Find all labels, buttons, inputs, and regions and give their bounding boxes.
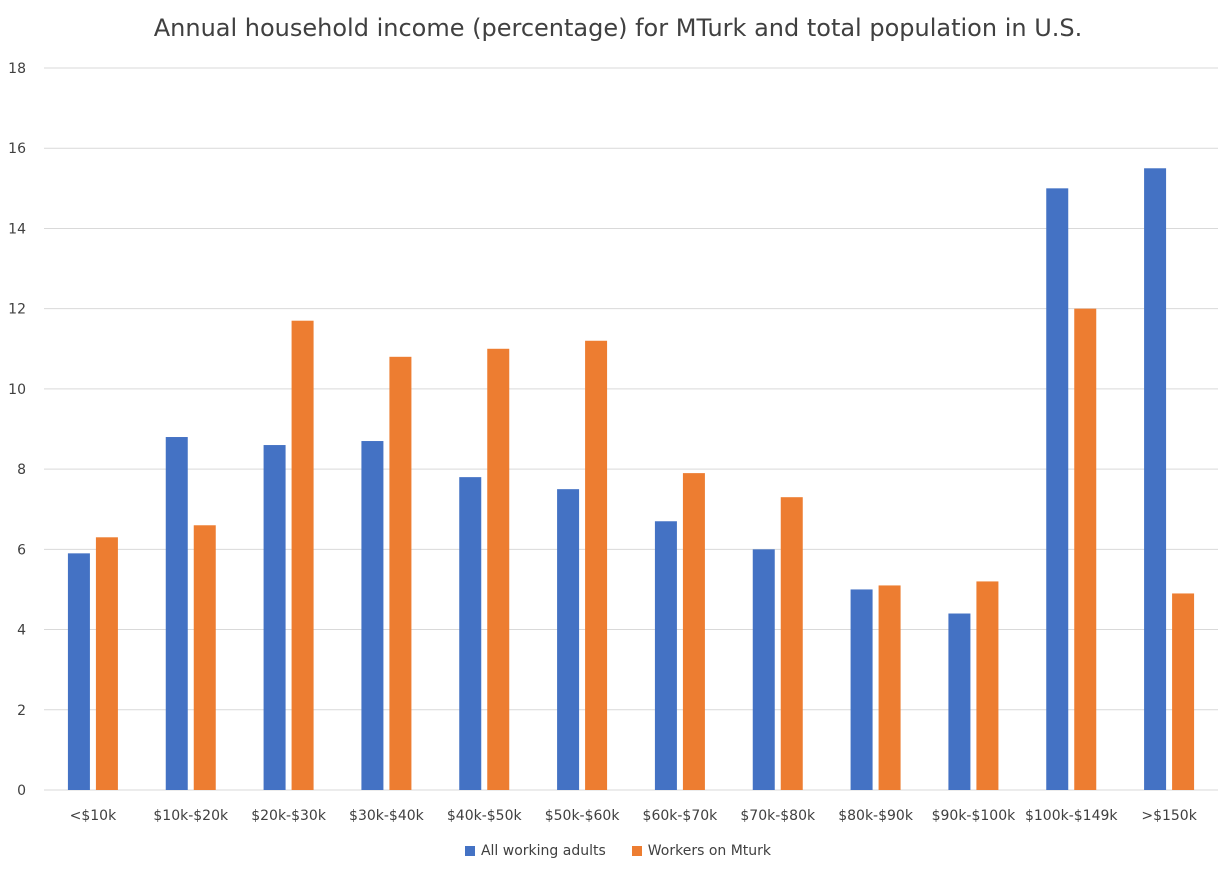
x-tick-label: $50k-$60k <box>545 808 621 824</box>
bar-series-2 <box>585 340 608 790</box>
legend-item-series-1: All working adults <box>464 843 606 859</box>
legend: All working adults Workers on Mturk <box>0 843 1230 859</box>
y-tick-label: 16 <box>8 141 26 157</box>
bar-series-2 <box>193 525 216 790</box>
x-tick-label: >$150k <box>1141 808 1197 824</box>
x-tick-label: $100k-$149k <box>1025 808 1118 824</box>
bar-series-1 <box>1046 188 1069 791</box>
bar-series-2 <box>291 320 314 790</box>
y-tick-label: 18 <box>8 61 26 77</box>
x-tick-label: $70k-$80k <box>740 808 816 824</box>
x-tick-label: $10k-$20k <box>153 808 229 824</box>
x-tick-label: $90k-$100k <box>932 808 1017 824</box>
bar-series-2 <box>976 581 999 790</box>
x-tick-label: $40k-$50k <box>447 808 523 824</box>
y-tick-label: 6 <box>17 542 26 558</box>
bar-series-1 <box>263 445 286 790</box>
y-tick-label: 10 <box>8 382 26 398</box>
bar-series-1 <box>361 441 384 790</box>
bar-series-1 <box>850 589 873 790</box>
x-tick-label: $20k-$30k <box>251 808 327 824</box>
bar-series-1 <box>752 549 775 790</box>
bar-series-2 <box>1172 593 1195 790</box>
legend-label-series-1: All working adults <box>480 843 606 859</box>
bar-series-1 <box>67 553 90 790</box>
bar-series-1 <box>654 521 677 790</box>
chart-title: Annual household income (percentage) for… <box>153 14 1083 42</box>
bar-series-1 <box>1144 168 1167 790</box>
y-tick-label: 2 <box>17 703 26 719</box>
bar-series-2 <box>487 348 510 790</box>
y-tick-label: 12 <box>8 302 26 318</box>
y-tick-label: 0 <box>17 783 26 799</box>
legend-swatch-series-1 <box>464 846 475 856</box>
bar-series-2 <box>878 585 901 790</box>
y-tick-label: 14 <box>8 221 26 237</box>
bar-series-2 <box>389 356 412 790</box>
bar-series-1 <box>459 477 482 790</box>
bar-series-2 <box>1074 308 1097 790</box>
x-tick-label: $80k-$90k <box>838 808 914 824</box>
legend-item-series-2: Workers on Mturk <box>631 843 772 859</box>
legend-label-series-2: Workers on Mturk <box>647 843 772 859</box>
y-tick-label: 8 <box>17 462 26 478</box>
bar-series-1 <box>948 613 971 790</box>
bar-series-1 <box>165 437 188 790</box>
x-tick-label: $60k-$70k <box>643 808 719 824</box>
bar-series-2 <box>682 473 705 790</box>
x-tick-label: $30k-$40k <box>349 808 425 824</box>
bar-series-2 <box>95 537 118 790</box>
bar-series-1 <box>557 489 580 790</box>
bar-series-2 <box>780 497 803 790</box>
legend-swatch-series-2 <box>631 846 642 856</box>
x-tick-label: <$10k <box>70 808 117 824</box>
y-tick-label: 4 <box>17 623 26 639</box>
